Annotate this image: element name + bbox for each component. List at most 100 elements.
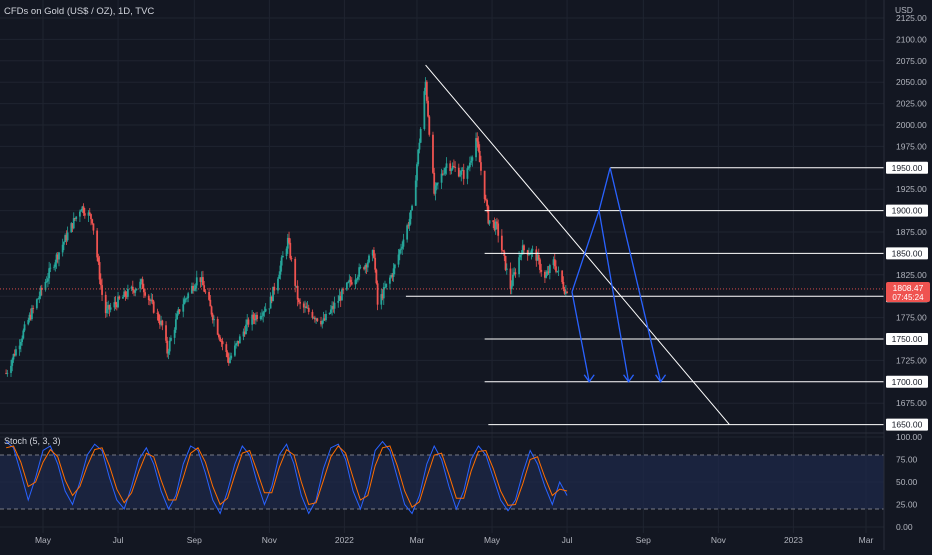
candle-body	[328, 312, 331, 315]
candle-body	[193, 288, 196, 291]
candle-body	[443, 173, 445, 175]
candle-body	[376, 283, 379, 305]
candle-body	[461, 170, 464, 171]
candle-body	[22, 330, 25, 339]
candle-body	[357, 276, 359, 280]
candle-body	[417, 149, 420, 165]
candle-body	[520, 254, 523, 255]
candle-body	[123, 291, 126, 297]
time-tick-label: Sep	[636, 535, 651, 545]
trendline[interactable]	[425, 64, 730, 425]
time-tick-label: Sep	[187, 535, 202, 545]
candle-body	[400, 248, 402, 250]
candle-body	[39, 287, 42, 297]
candle-body	[238, 336, 241, 344]
candle-body	[221, 341, 224, 345]
user-drawings[interactable]	[0, 64, 884, 426]
candle-body	[286, 237, 289, 249]
candle-body	[374, 257, 377, 270]
candle-body	[246, 319, 249, 325]
time-axis[interactable]: May Jul Sep Nov 2022 Mar May Jul Sep Nov 2023 Mar	[35, 535, 874, 545]
candle-body	[354, 279, 357, 285]
candle-body	[505, 268, 508, 270]
candle-body	[526, 250, 529, 256]
candle-body	[382, 287, 385, 299]
projection-arrow-path[interactable]	[571, 291, 590, 382]
time-tick-label: Jul	[113, 535, 124, 545]
level-tag-label: 1850.00	[892, 248, 923, 258]
candle-body	[65, 235, 68, 241]
candle-body	[133, 290, 135, 293]
candle-body	[74, 218, 76, 220]
candle-body	[113, 302, 116, 308]
stoch-indicator-title[interactable]: Stoch (5, 3, 3)	[4, 436, 61, 446]
candle-body	[131, 286, 134, 291]
candlestick-series[interactable]	[5, 77, 568, 377]
candle-body	[87, 212, 90, 216]
candle-body	[290, 258, 293, 259]
candle-body	[341, 289, 343, 301]
level-tag-label: 1750.00	[892, 334, 923, 344]
candle-body	[414, 180, 417, 206]
candle-body	[218, 334, 220, 338]
stoch-tick-label: 25.00	[896, 500, 918, 510]
candle-body	[182, 304, 185, 312]
candle-body	[54, 262, 57, 267]
candle-body	[476, 138, 479, 142]
candle-body	[11, 359, 14, 366]
candle-body	[35, 299, 38, 309]
candle-body	[202, 277, 204, 286]
candle-body	[347, 282, 349, 283]
candle-body	[468, 162, 471, 168]
candle-body	[397, 254, 400, 265]
candle-body	[462, 170, 465, 179]
candle-body	[81, 206, 84, 211]
candle-body	[152, 301, 155, 313]
candle-body	[183, 299, 186, 305]
candle-body	[529, 253, 532, 255]
candle-body	[373, 250, 375, 258]
price-tick-label: 2050.00	[896, 77, 927, 87]
last-price-tag: 1808.47 07:45:24	[886, 281, 930, 302]
candle-body	[259, 316, 262, 320]
candle-body	[434, 185, 437, 194]
candle-body	[80, 210, 83, 212]
candle-body	[204, 291, 207, 293]
candle-body	[256, 314, 258, 320]
time-tick-label: Mar	[410, 535, 425, 545]
candle-body	[470, 160, 473, 163]
candle-body	[237, 340, 240, 344]
candle-body	[339, 295, 342, 301]
candle-body	[48, 268, 51, 279]
candle-body	[47, 278, 49, 282]
candle-body	[178, 309, 181, 312]
candle-body	[380, 294, 383, 305]
candle-body	[5, 373, 7, 375]
candle-body	[32, 308, 35, 309]
candle-body	[409, 210, 412, 219]
candle-body	[384, 287, 386, 288]
candle-body	[23, 324, 26, 331]
candle-body	[311, 311, 314, 318]
candle-body	[99, 279, 102, 286]
candle-body	[322, 318, 325, 321]
candle-body	[518, 257, 520, 275]
candle-body	[63, 242, 65, 245]
candle-body	[424, 81, 427, 92]
candle-body	[56, 254, 59, 260]
candle-body	[83, 213, 86, 216]
candle-body	[561, 270, 564, 283]
candle-body	[273, 286, 276, 291]
candle-body	[269, 296, 272, 309]
projection-arrow-path[interactable]	[598, 167, 662, 382]
candle-body	[497, 223, 500, 236]
candle-body	[428, 116, 431, 135]
candle-body	[566, 291, 568, 293]
candle-body	[230, 355, 233, 359]
candle-body	[475, 138, 477, 158]
candle-body	[264, 308, 267, 312]
candle-body	[134, 290, 137, 293]
candle-body	[142, 288, 145, 293]
candle-body	[150, 299, 153, 302]
